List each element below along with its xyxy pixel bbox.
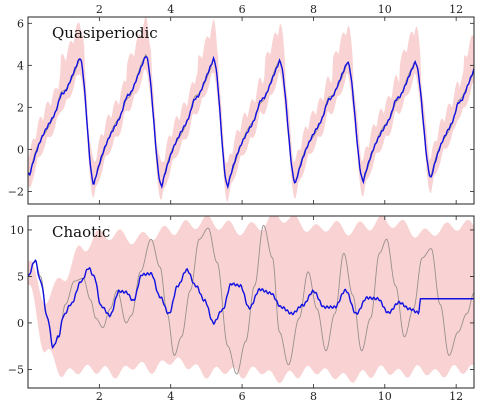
axes-frame bbox=[27, 215, 475, 389]
plot-area bbox=[28, 216, 474, 384]
y-tick-label: 5 bbox=[17, 270, 24, 283]
x-tick-label: 12 bbox=[449, 3, 463, 16]
x-tick-label: 4 bbox=[167, 390, 174, 403]
y-tick-label: 0 bbox=[17, 317, 24, 330]
axes-frame bbox=[27, 16, 475, 205]
x-tick-label: 10 bbox=[378, 390, 392, 403]
x-tick-label: 6 bbox=[239, 390, 246, 403]
y-tick-label: 4 bbox=[17, 59, 24, 72]
y-tick-label: 10 bbox=[10, 224, 24, 237]
y-tick-label: −2 bbox=[8, 185, 24, 198]
uncertainty-band bbox=[28, 216, 474, 384]
y-tick-label: 2 bbox=[17, 101, 24, 114]
uncertainty-band bbox=[28, 17, 474, 202]
x-tick-label: 12 bbox=[449, 390, 463, 403]
panel-chaotic: 2 4 6 8 10 12 −5 0 5 10 Chaotic bbox=[8, 215, 475, 403]
y-tick-label: 0 bbox=[17, 143, 24, 156]
x-tick-label: 2 bbox=[96, 3, 103, 16]
x-tick-label: 8 bbox=[310, 3, 317, 16]
panel-title: Chaotic bbox=[52, 223, 110, 241]
plot-area bbox=[28, 17, 474, 202]
x-tick-label: 8 bbox=[310, 390, 317, 403]
panel-quasiperiodic: 2 4 6 8 10 12 −2 0 2 4 6 Quasiperiodic bbox=[8, 3, 475, 205]
mean-prediction-line bbox=[28, 55, 474, 190]
x-tick-label: 10 bbox=[378, 3, 392, 16]
mean-prediction-line bbox=[28, 258, 474, 350]
x-tick-label: 2 bbox=[96, 390, 103, 403]
y-tick-label: −5 bbox=[8, 363, 24, 376]
panel-title: Quasiperiodic bbox=[52, 24, 158, 42]
x-tick-label: 4 bbox=[167, 3, 174, 16]
x-tick-label: 6 bbox=[239, 3, 246, 16]
y-tick-label: 6 bbox=[17, 17, 24, 30]
